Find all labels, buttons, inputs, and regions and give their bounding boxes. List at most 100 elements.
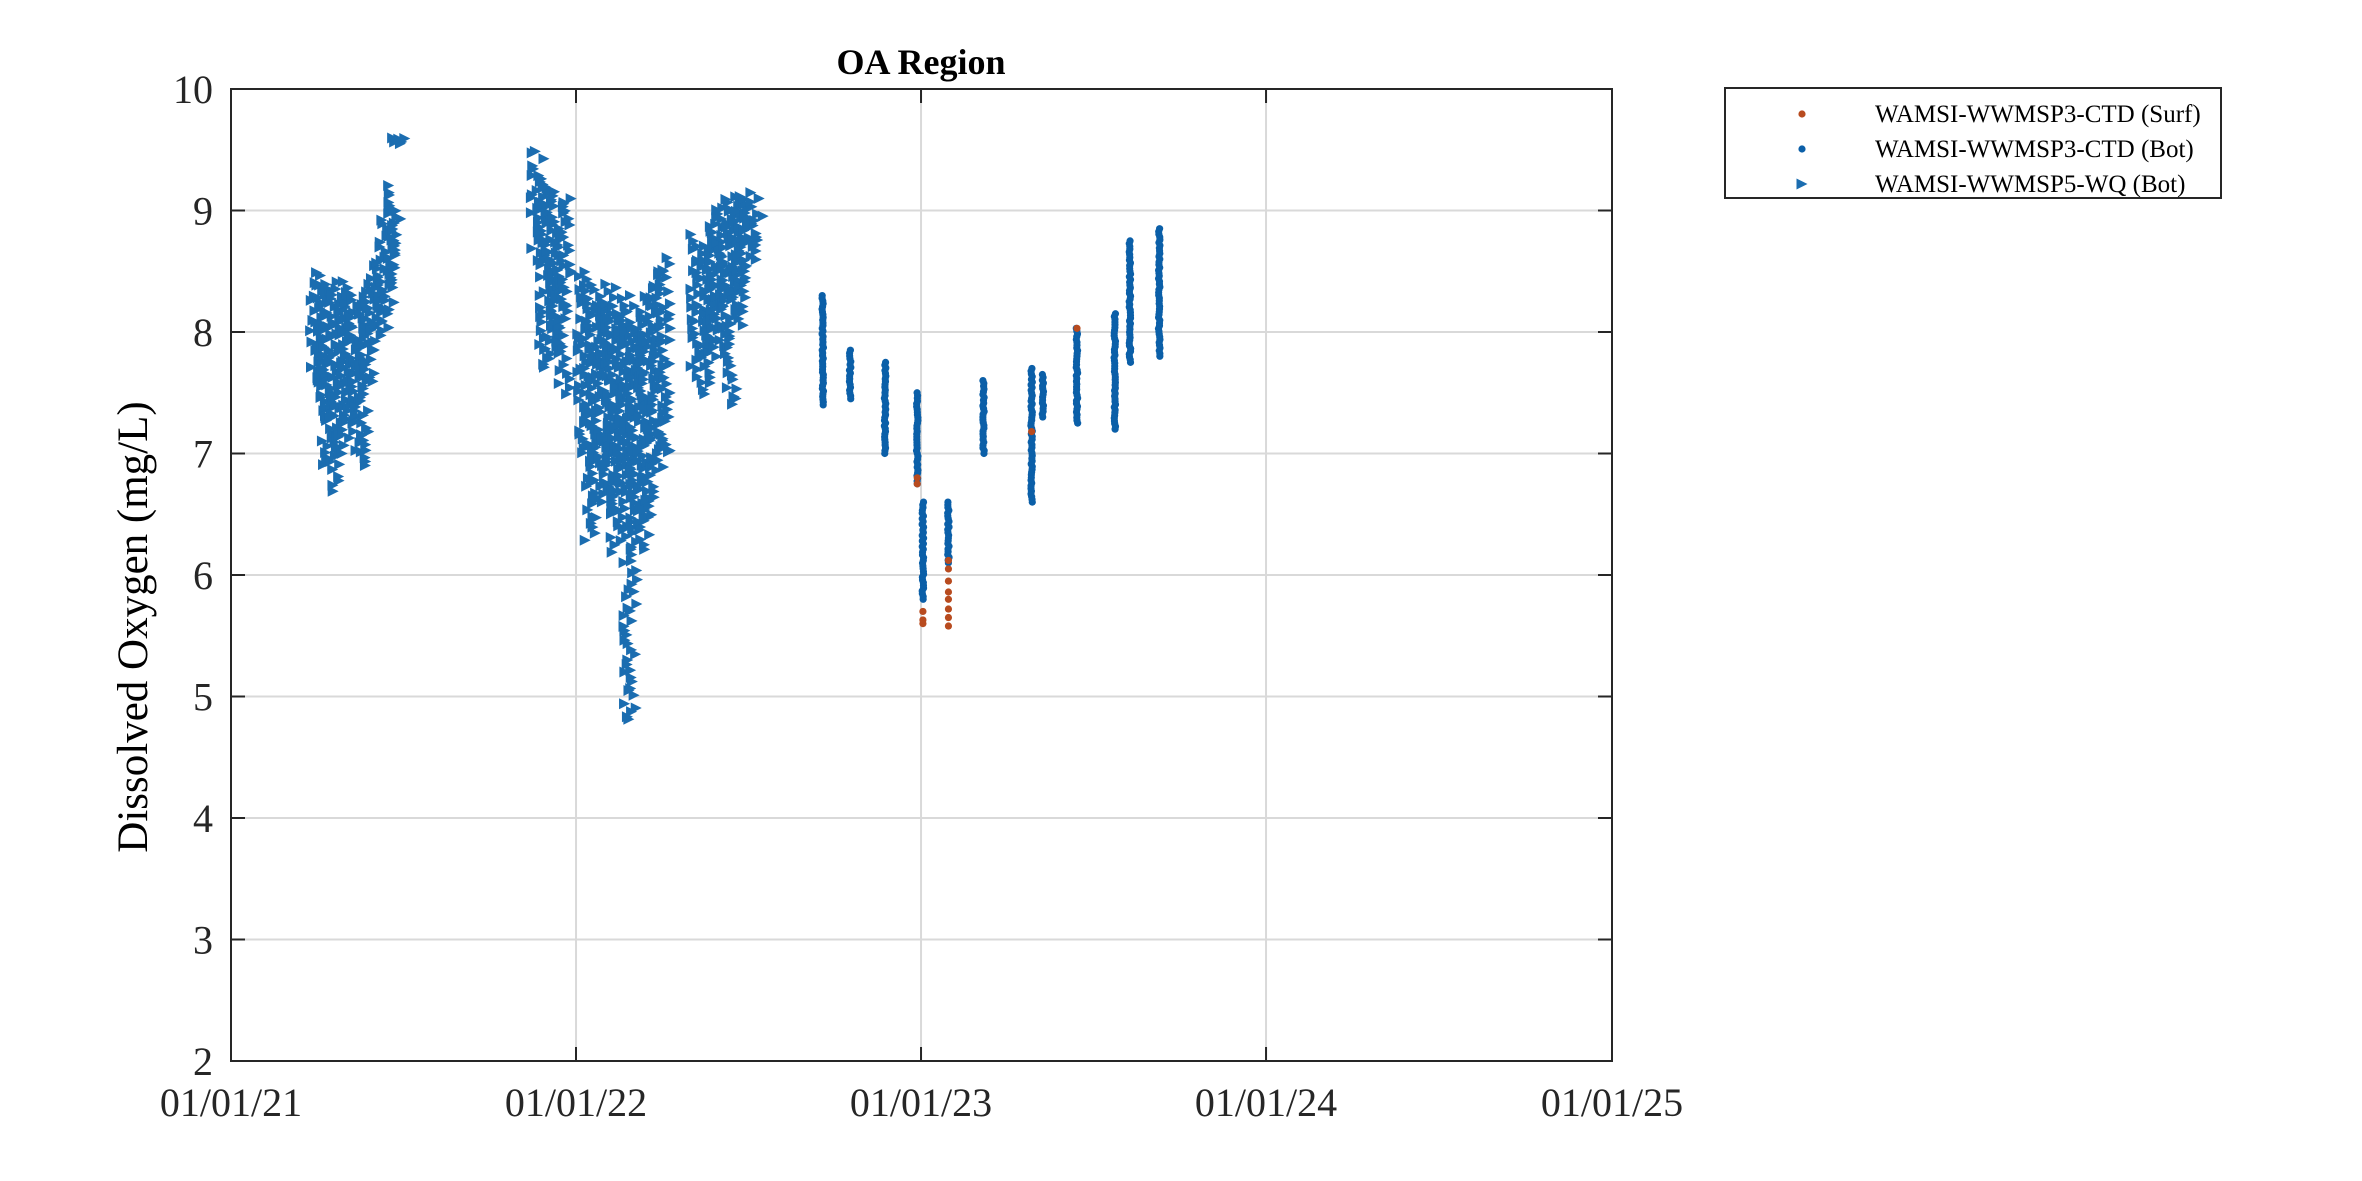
triangle-point	[581, 315, 593, 327]
triangle-point	[692, 271, 704, 283]
triangle-point	[625, 478, 637, 490]
triangle-point	[399, 132, 411, 144]
triangle-point	[327, 348, 339, 360]
triangle-point	[316, 435, 328, 447]
triangle-point	[365, 353, 377, 365]
triangle-point	[580, 379, 592, 391]
triangle-point	[639, 366, 651, 378]
triangle-point	[330, 339, 342, 351]
triangle-point	[591, 368, 603, 380]
triangle-point	[606, 546, 618, 558]
triangle-point	[607, 341, 619, 353]
series-ctd-surf	[913, 324, 1081, 630]
triangle-point	[305, 325, 317, 337]
triangle-point	[638, 470, 650, 482]
triangle-point	[368, 367, 380, 379]
triangle-point	[625, 421, 637, 433]
triangle-point	[550, 291, 562, 303]
triangle-point	[600, 298, 612, 310]
x-tick-label: 01/01/21	[160, 1080, 302, 1125]
triangle-point	[628, 689, 640, 701]
y-tick-label: 6	[193, 553, 213, 598]
triangle-point	[589, 527, 601, 539]
y-tick-label: 2	[193, 1039, 213, 1084]
triangle-point	[610, 282, 622, 294]
triangle-point	[637, 450, 649, 462]
triangle-point	[587, 394, 599, 406]
triangle-point	[305, 361, 317, 373]
triangle-point	[654, 366, 666, 378]
triangle-point	[703, 357, 715, 369]
triangle-point	[659, 353, 671, 365]
y-tick-label: 9	[193, 189, 213, 234]
legend-label: WAMSI-WWMSP3-CTD (Surf)	[1875, 101, 2201, 128]
triangle-point	[365, 324, 377, 336]
triangle-point	[326, 310, 338, 322]
triangle-point	[593, 451, 605, 463]
triangle-point	[339, 298, 351, 310]
dot-point	[944, 565, 953, 573]
triangle-point	[608, 485, 620, 497]
triangle-point	[371, 257, 383, 269]
triangle-point	[331, 276, 343, 288]
triangle-point	[347, 376, 359, 388]
legend-label: WAMSI-WWMSP5-WQ (Bot)	[1875, 171, 2185, 198]
dot-point	[846, 346, 855, 354]
triangle-point	[607, 369, 619, 381]
triangle-point	[533, 170, 545, 182]
triangle-point	[538, 286, 550, 298]
triangle-point	[386, 234, 398, 246]
triangle-point	[698, 240, 710, 252]
triangle-point	[558, 198, 570, 210]
triangle-point	[557, 341, 569, 353]
triangle-point	[623, 584, 635, 596]
triangle-point	[539, 235, 551, 247]
triangle-point	[579, 534, 591, 546]
triangle-point	[330, 391, 342, 403]
triangle-point	[621, 531, 633, 543]
triangle-point	[579, 266, 591, 278]
triangle-point	[608, 400, 620, 412]
dot-point	[944, 588, 953, 596]
triangle-point	[552, 264, 564, 276]
chart-title: OA Region	[836, 42, 1005, 82]
triangle-point	[565, 193, 577, 205]
triangle-point	[619, 336, 631, 348]
triangle-point	[373, 292, 385, 304]
dot-point	[944, 577, 953, 585]
triangle-point	[372, 271, 384, 283]
triangle-point	[390, 205, 402, 217]
triangle-point	[336, 447, 348, 459]
triangle-point	[647, 320, 659, 332]
triangle-point	[685, 228, 697, 240]
triangle-point	[564, 382, 576, 394]
triangle-point	[745, 187, 757, 199]
triangle-point	[625, 463, 637, 475]
triangle-point	[731, 299, 743, 311]
triangle-point	[642, 476, 654, 488]
triangle-point	[628, 369, 640, 381]
triangle-point	[348, 425, 360, 437]
triangle-point	[685, 283, 697, 295]
triangle-point	[633, 411, 645, 423]
triangle-point	[648, 481, 660, 493]
triangle-point	[356, 429, 368, 441]
triangle-point	[584, 339, 596, 351]
triangle-point	[627, 522, 639, 534]
triangle-point	[603, 449, 615, 461]
triangle-point	[727, 232, 739, 244]
triangle-point	[647, 300, 659, 312]
triangle-point	[377, 286, 389, 298]
triangle-point	[383, 252, 395, 264]
triangle-point	[631, 565, 643, 577]
triangle-point	[664, 358, 676, 370]
triangle-point	[737, 319, 749, 331]
triangle-point	[630, 702, 642, 714]
triangle-point	[656, 330, 668, 342]
triangle-point	[664, 387, 676, 399]
triangle-point	[613, 362, 625, 374]
triangle-point	[645, 327, 657, 339]
triangle-point	[535, 301, 547, 313]
triangle-point	[338, 362, 350, 374]
triangle-point	[386, 274, 398, 286]
